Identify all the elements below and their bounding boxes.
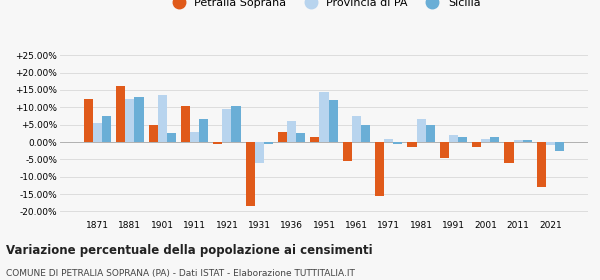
Bar — [505, 142, 514, 163]
Bar — [199, 120, 208, 142]
Bar — [84, 99, 93, 142]
Bar — [352, 116, 361, 142]
Bar — [425, 125, 434, 142]
Bar — [384, 139, 393, 142]
Bar — [232, 106, 241, 142]
Bar — [181, 106, 190, 142]
Bar — [116, 87, 125, 142]
Bar — [472, 142, 481, 147]
Bar — [190, 132, 199, 142]
Bar — [255, 142, 264, 163]
Bar — [458, 137, 467, 142]
Bar — [149, 125, 158, 142]
Bar — [167, 133, 176, 142]
Bar — [416, 120, 425, 142]
Bar — [93, 123, 102, 142]
Bar — [407, 142, 416, 147]
Bar — [375, 142, 384, 196]
Text: COMUNE DI PETRALIA SOPRANA (PA) - Dati ISTAT - Elaborazione TUTTITALIA.IT: COMUNE DI PETRALIA SOPRANA (PA) - Dati I… — [6, 269, 355, 278]
Bar — [246, 142, 255, 206]
Bar — [449, 135, 458, 142]
Bar — [329, 100, 338, 142]
Bar — [214, 142, 223, 144]
Bar — [546, 142, 555, 146]
Bar — [490, 137, 499, 142]
Text: Variazione percentuale della popolazione ai censimenti: Variazione percentuale della popolazione… — [6, 244, 373, 256]
Bar — [319, 92, 329, 142]
Bar — [514, 140, 523, 142]
Bar — [102, 116, 111, 142]
Bar — [310, 137, 319, 142]
Legend: Petralia Soprana, Provincia di PA, Sicilia: Petralia Soprana, Provincia di PA, Sicil… — [167, 0, 481, 8]
Bar — [158, 95, 167, 142]
Bar — [134, 97, 143, 142]
Bar — [537, 142, 546, 187]
Bar — [481, 139, 490, 142]
Bar — [523, 140, 532, 142]
Bar — [343, 142, 352, 161]
Bar — [264, 142, 273, 144]
Bar — [393, 142, 402, 144]
Bar — [223, 109, 232, 142]
Bar — [440, 142, 449, 158]
Bar — [278, 132, 287, 142]
Bar — [361, 125, 370, 142]
Bar — [287, 121, 296, 142]
Bar — [125, 99, 134, 142]
Bar — [555, 142, 564, 151]
Bar — [296, 133, 305, 142]
